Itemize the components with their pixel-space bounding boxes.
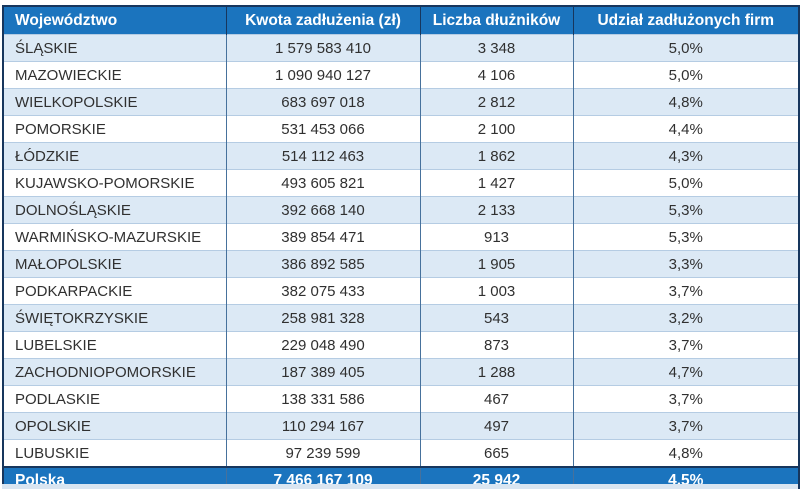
column-header-debtor-count: Liczba dłużników [419,6,573,35]
cell-debtor-share: 4,8% [572,439,799,467]
table-row: ŁÓDZKIE 514 112 463 1 862 4,3% [3,142,799,170]
cell-debtor-count: 1 003 [419,277,573,305]
table-header: Województwo Kwota zadłużenia (zł) Liczba… [3,6,799,35]
cell-region: MAZOWIECKIE [3,61,226,89]
cell-region: WARMIŃSKO-MAZURSKIE [3,223,226,251]
cell-region: OPOLSKIE [3,412,226,440]
table-row: ZACHODNIOPOMORSKIE 187 389 405 1 288 4,7% [3,358,799,386]
table-row: WIELKOPOLSKIE 683 697 018 2 812 4,8% [3,88,799,116]
cell-debt-amount: 1 090 940 127 [225,61,420,89]
cropped-next-row-strip [2,484,798,489]
cell-region: POMORSKIE [3,115,226,143]
cell-debtor-share: 3,7% [572,331,799,359]
column-header-debtor-share: Udział zadłużonych firm [572,6,799,35]
cell-debtor-share: 5,0% [572,34,799,62]
cell-debtor-share: 3,3% [572,250,799,278]
cell-debt-amount: 392 668 140 [225,196,420,224]
cell-region: PODLASKIE [3,385,226,413]
table-row: MAZOWIECKIE 1 090 940 127 4 106 5,0% [3,61,799,89]
cell-debt-amount: 258 981 328 [225,304,420,332]
cell-debtor-share: 4,4% [572,115,799,143]
column-header-debt-amount: Kwota zadłużenia (zł) [225,6,420,35]
table-row: PODLASKIE 138 331 586 467 3,7% [3,385,799,413]
cell-debtor-count: 1 427 [419,169,573,197]
cell-region: ZACHODNIOPOMORSKIE [3,358,226,386]
cell-debtor-share: 4,3% [572,142,799,170]
cell-region: KUJAWSKO-POMORSKIE [3,169,226,197]
cell-region: ŁÓDZKIE [3,142,226,170]
cell-debt-amount: 531 453 066 [225,115,420,143]
cell-debtor-count: 2 133 [419,196,573,224]
table-row: LUBELSKIE 229 048 490 873 3,7% [3,331,799,359]
cell-debt-amount: 187 389 405 [225,358,420,386]
cell-region: LUBELSKIE [3,331,226,359]
cell-debtor-count: 4 106 [419,61,573,89]
table-row: WARMIŃSKO-MAZURSKIE 389 854 471 913 5,3% [3,223,799,251]
table-row: ŚLĄSKIE 1 579 583 410 3 348 5,0% [3,34,799,62]
cell-debt-amount: 683 697 018 [225,88,420,116]
table-row: DOLNOŚLĄSKIE 392 668 140 2 133 5,3% [3,196,799,224]
cell-debtor-count: 543 [419,304,573,332]
cell-debtor-share: 3,7% [572,277,799,305]
cell-debtor-count: 3 348 [419,34,573,62]
cell-debt-amount: 493 605 821 [225,169,420,197]
cell-debtor-count: 1 862 [419,142,573,170]
table-row: KUJAWSKO-POMORSKIE 493 605 821 1 427 5,0% [3,169,799,197]
cell-debtor-share: 3,7% [572,412,799,440]
cell-region: WIELKOPOLSKIE [3,88,226,116]
cell-debt-amount: 386 892 585 [225,250,420,278]
cell-debtor-share: 5,0% [572,169,799,197]
cell-debtor-count: 2 812 [419,88,573,116]
cell-debtor-share: 5,3% [572,196,799,224]
cell-debtor-count: 1 905 [419,250,573,278]
table-body: ŚLĄSKIE 1 579 583 410 3 348 5,0% MAZOWIECKIE… [3,34,799,467]
cell-debtor-count: 467 [419,385,573,413]
cell-debt-amount: 389 854 471 [225,223,420,251]
cell-debtor-count: 497 [419,412,573,440]
cell-region: DOLNOŚLĄSKIE [3,196,226,224]
table-row: ŚWIĘTOKRZYSKIE 258 981 328 543 3,2% [3,304,799,332]
column-header-region: Województwo [3,6,226,35]
cell-debt-amount: 514 112 463 [225,142,420,170]
cell-debt-amount: 1 579 583 410 [225,34,420,62]
cell-debtor-count: 873 [419,331,573,359]
cell-region: LUBUSKIE [3,439,226,467]
cell-debt-amount: 138 331 586 [225,385,420,413]
cell-region: ŚLĄSKIE [3,34,226,62]
table-row: POMORSKIE 531 453 066 2 100 4,4% [3,115,799,143]
cell-debt-amount: 229 048 490 [225,331,420,359]
cell-debt-amount: 382 075 433 [225,277,420,305]
cell-debtor-count: 665 [419,439,573,467]
total-cell-debt-amount: 7 466 167 109 [225,466,420,489]
cell-debtor-share: 5,3% [572,223,799,251]
table-row: MAŁOPOLSKIE 386 892 585 1 905 3,3% [3,250,799,278]
cell-region: ŚWIĘTOKRZYSKIE [3,304,226,332]
header-row: Województwo Kwota zadłużenia (zł) Liczba… [3,6,799,35]
cell-debtor-share: 3,2% [572,304,799,332]
cell-debtor-share: 4,7% [572,358,799,386]
cell-debtor-count: 913 [419,223,573,251]
table-row: OPOLSKIE 110 294 167 497 3,7% [3,412,799,440]
cell-debtor-share: 5,0% [572,61,799,89]
cell-debt-amount: 110 294 167 [225,412,420,440]
cell-region: PODKARPACKIE [3,277,226,305]
table-row: PODKARPACKIE 382 075 433 1 003 3,7% [3,277,799,305]
cell-debt-amount: 97 239 599 [225,439,420,467]
debt-by-voivodeship-table: Województwo Kwota zadłużenia (zł) Liczba… [2,5,800,489]
cell-debtor-count: 1 288 [419,358,573,386]
table-row: LUBUSKIE 97 239 599 665 4,8% [3,439,799,467]
cell-region: MAŁOPOLSKIE [3,250,226,278]
cell-debtor-share: 3,7% [572,385,799,413]
cell-debtor-share: 4,8% [572,88,799,116]
cell-debtor-count: 2 100 [419,115,573,143]
